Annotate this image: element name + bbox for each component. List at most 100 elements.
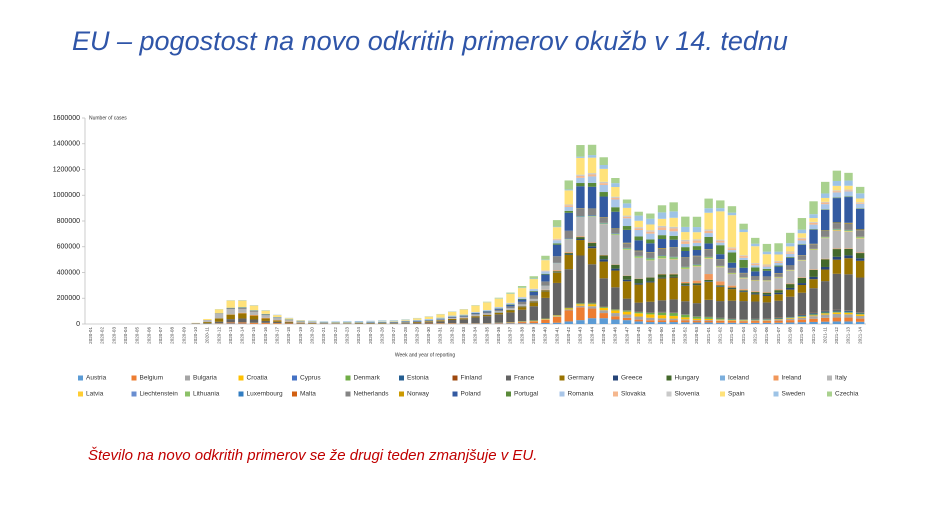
bar-segment xyxy=(832,223,842,229)
bar-segment xyxy=(646,322,655,324)
bar-segment xyxy=(832,229,842,231)
bar-segment xyxy=(681,247,690,251)
bar-segment xyxy=(762,265,772,267)
bar-segment xyxy=(751,319,760,320)
bar-segment xyxy=(576,239,585,241)
bar-segment xyxy=(401,322,410,324)
bar-segment xyxy=(599,278,608,307)
bar-segment xyxy=(739,278,748,290)
bar-segment xyxy=(774,322,783,324)
bar-segment xyxy=(681,322,690,324)
legend-label: Malta xyxy=(300,391,316,398)
bar-segment xyxy=(552,238,562,240)
bar-segment xyxy=(471,312,480,313)
bar-segment xyxy=(832,310,842,312)
bar-segment xyxy=(611,196,620,198)
bar-segment xyxy=(261,322,270,324)
bar-segment xyxy=(622,243,632,248)
slide-note: Število na novo odkritih primerov se že … xyxy=(88,447,537,464)
bar-segment xyxy=(622,215,632,217)
x-tick-label: 2020-29 xyxy=(414,327,419,344)
bar-segment xyxy=(401,323,410,324)
bar-segment xyxy=(809,276,818,280)
bar-segment xyxy=(797,283,807,285)
bar-segment xyxy=(564,309,573,311)
bar-segment xyxy=(634,257,643,279)
bar-segment xyxy=(844,321,853,324)
bar-segment xyxy=(587,216,597,243)
bar-segment xyxy=(832,273,842,310)
x-tick-label: 2021-10 xyxy=(811,327,816,344)
bar-segment xyxy=(692,318,702,321)
bar-segment xyxy=(681,319,690,321)
bar-segment xyxy=(797,319,807,323)
bar-segment xyxy=(587,186,597,209)
bar-segment xyxy=(821,209,830,210)
bar-segment xyxy=(704,230,713,234)
bar-segment xyxy=(634,302,643,312)
bar-segment xyxy=(692,246,702,250)
x-tick-label: 2020-27 xyxy=(391,327,396,344)
bar-segment xyxy=(436,319,445,321)
bar-segment xyxy=(704,317,713,319)
legend-swatch xyxy=(773,375,779,381)
bar-segment xyxy=(576,303,585,305)
bar-segment xyxy=(646,314,655,318)
bar-segment xyxy=(564,204,573,206)
bar-segment xyxy=(657,225,667,228)
bar-segment xyxy=(809,288,818,313)
bar-segment xyxy=(681,241,690,244)
bar-segment xyxy=(657,227,667,231)
bar-segment xyxy=(739,256,748,258)
bar-segment xyxy=(669,273,678,275)
bar-segment xyxy=(389,322,399,323)
bar-segment xyxy=(692,216,702,228)
legend-swatch xyxy=(559,391,565,397)
bar-segment xyxy=(797,233,807,238)
bar-segment xyxy=(273,318,282,321)
bar-segment xyxy=(739,229,748,233)
bar-segment xyxy=(704,318,713,321)
bar-segment xyxy=(681,283,690,286)
bar-segment xyxy=(821,310,830,312)
x-tick-label: 2020-51 xyxy=(671,327,676,344)
bar-segment xyxy=(727,247,737,249)
bar-segment xyxy=(704,257,713,259)
bar-segment xyxy=(459,316,469,317)
bar-segment xyxy=(634,284,643,303)
bar-segment xyxy=(692,266,702,281)
x-tick-label: 2020-46 xyxy=(613,327,618,344)
bar-segment xyxy=(622,203,632,208)
bar-segment xyxy=(832,311,842,313)
bar-segment xyxy=(482,314,492,317)
bar-segment xyxy=(587,174,597,177)
bar-segment xyxy=(447,317,457,319)
x-tick-label: 2020-15 xyxy=(251,327,256,344)
legend-swatch xyxy=(452,391,458,397)
x-tick-label: 2020-18 xyxy=(286,327,291,344)
bar-segment xyxy=(657,300,667,312)
bar-segment xyxy=(611,197,620,200)
legend-swatch xyxy=(292,391,297,397)
bar-segment xyxy=(855,316,865,319)
legend-swatch xyxy=(78,375,83,381)
x-tick-label: 2020-52 xyxy=(683,327,688,344)
bar-segment xyxy=(751,321,760,323)
bar-segment xyxy=(587,242,597,244)
legend-swatch xyxy=(559,375,565,381)
x-tick-label: 2020-47 xyxy=(624,327,629,344)
bar-segment xyxy=(855,258,865,261)
bar-segment xyxy=(809,313,818,315)
bar-segment xyxy=(704,279,713,282)
bar-segment xyxy=(564,308,573,310)
bar-segment xyxy=(634,313,643,317)
bar-segment xyxy=(576,216,585,217)
bar-segment xyxy=(611,234,620,265)
bar-segment xyxy=(727,319,737,320)
bar-segment xyxy=(832,317,842,322)
bar-segment xyxy=(576,177,585,184)
x-tick-label: 2020-09 xyxy=(181,327,186,344)
bar-segment xyxy=(587,306,597,309)
bar-segment xyxy=(669,231,678,236)
bar-segment xyxy=(517,322,527,324)
